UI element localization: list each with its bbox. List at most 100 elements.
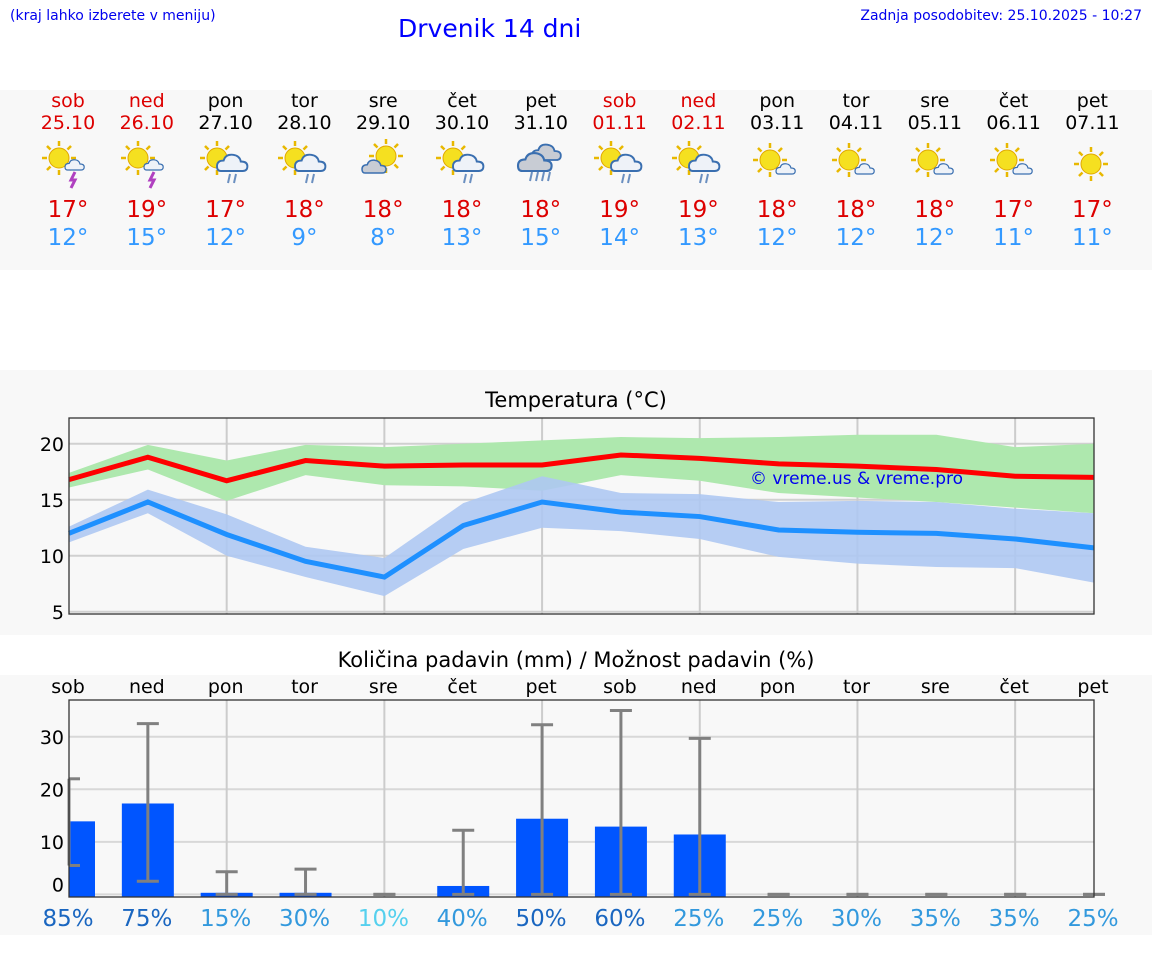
precip-probability: 40% <box>437 906 488 932</box>
temp-min: 11° <box>1072 225 1113 251</box>
y-tick-label: 0 <box>52 874 64 896</box>
day-forecast: pon 03.11 18° 12° <box>737 90 817 252</box>
day-forecast: pet 07.11 17° 11° <box>1052 90 1132 252</box>
day-date: 26.10 <box>119 112 174 134</box>
sun-cloud-rain-icon <box>264 134 344 196</box>
temp-min: 12° <box>47 225 89 251</box>
day-date: 28.10 <box>277 112 332 134</box>
x-day-label: sob <box>51 676 85 698</box>
precip-bar <box>69 821 95 897</box>
day-date: 31.10 <box>513 112 568 134</box>
precip-probability: 60% <box>594 906 645 932</box>
day-date: 27.10 <box>198 112 253 134</box>
sun-cloud-rain-icon <box>422 134 502 196</box>
plot-frame <box>68 417 1095 615</box>
y-tick-label: 5 <box>52 602 64 624</box>
temp-min: 11° <box>993 225 1034 251</box>
day-name: čet <box>447 90 477 112</box>
sun-small-cloud-icon <box>974 134 1054 196</box>
sun-small-cloud-icon <box>895 134 975 196</box>
precipitation-panel <box>0 675 1152 935</box>
precip-probability: 85% <box>42 906 93 932</box>
day-date: 25.10 <box>40 112 96 134</box>
x-day-label: sre <box>921 676 950 698</box>
sun-icon <box>1052 134 1132 196</box>
day-forecast: čet 06.11 17° 11° <box>974 90 1054 252</box>
max-range-band <box>69 434 1094 514</box>
temp-max: 17° <box>993 197 1034 223</box>
day-forecast: ned 26.10 19° 15° <box>107 90 187 252</box>
day-name: pon <box>759 90 796 112</box>
day-forecast: sob 25.10 17° 12° <box>28 90 108 252</box>
last-update: Zadnja posodobitev: 25.10.2025 - 10:27 <box>860 8 1142 24</box>
cloud-sun-icon <box>343 134 423 196</box>
precip-probability: 15% <box>200 906 251 932</box>
precip-probability: 10% <box>358 906 409 932</box>
plot-frame <box>68 699 1095 898</box>
precip-probability: 50% <box>516 906 567 932</box>
x-day-label: pon <box>208 676 244 698</box>
day-date: 07.11 <box>1065 112 1120 134</box>
x-day-label: tor <box>843 676 870 698</box>
day-date: 04.11 <box>828 112 884 134</box>
temp-max: 17° <box>1072 197 1113 223</box>
day-date: 06.11 <box>986 112 1041 134</box>
y-tick-label: 10 <box>40 832 64 854</box>
precip-probability: 25% <box>1067 906 1118 932</box>
day-forecast: čet 30.10 18° 13° <box>422 90 502 252</box>
precip-probability: 75% <box>121 906 172 932</box>
day-date: 03.11 <box>749 112 805 134</box>
precip-probability: 35% <box>910 906 961 932</box>
temp-max: 18° <box>284 197 325 223</box>
temp-min: 15° <box>126 225 168 251</box>
min-temperature-line <box>68 499 1095 580</box>
temp-min: 13° <box>678 225 719 251</box>
temp-max: 18° <box>520 197 562 223</box>
precip-probability: 25% <box>673 906 724 932</box>
day-name: pet <box>525 90 557 112</box>
temp-min: 14° <box>599 225 640 251</box>
day-forecast: sre 05.11 18° 12° <box>895 90 975 252</box>
temperature-chart: 5 10 15 20 © vreme.us & vreme.pro <box>40 417 1095 624</box>
sun-cloud-thunder-icon <box>107 134 187 196</box>
temp-max: 18° <box>914 197 956 223</box>
day-date: 05.11 <box>907 112 962 134</box>
precipitation-chart: sob ned pon tor sre čet pet sob ned pon tor sre čet p… <box>40 676 1119 932</box>
day-date: 30.10 <box>434 112 490 134</box>
temperature-chart-title: Temperatura (°C) <box>485 388 667 412</box>
y-tick-label: 20 <box>40 434 64 456</box>
temp-min: 13° <box>441 225 483 251</box>
day-forecast: ned 02.11 19° 13° <box>658 90 738 252</box>
x-day-label: pet <box>1077 676 1108 698</box>
temp-max: 18° <box>756 197 798 223</box>
sun-small-cloud-icon <box>737 134 817 196</box>
precip-probability: 35% <box>989 906 1040 932</box>
y-tick-label: 30 <box>40 727 64 749</box>
sun-cloud-rain-icon <box>658 134 738 196</box>
temp-max: 17° <box>47 197 89 223</box>
temp-max: 18° <box>835 197 877 223</box>
day-name: tor <box>290 90 318 112</box>
day-forecast: tor 28.10 18° 9° <box>264 90 344 252</box>
day-name: sob <box>51 90 85 112</box>
day-date: 02.11 <box>671 112 726 134</box>
day-name: sob <box>602 90 637 112</box>
day-date: 01.11 <box>592 112 647 134</box>
sun-cloud-rain-icon <box>580 134 660 196</box>
temp-max: 19° <box>678 197 719 223</box>
day-date: 29.10 <box>355 112 411 134</box>
x-day-label: čet <box>447 676 477 698</box>
x-day-label: pet <box>525 676 556 698</box>
y-tick-label: 10 <box>40 546 64 568</box>
y-tick-label: 15 <box>40 490 64 512</box>
day-name: tor <box>842 90 870 112</box>
heavy-rain-icon <box>501 134 581 196</box>
temp-max: 18° <box>362 197 404 223</box>
day-name: ned <box>680 90 717 112</box>
temp-max: 17° <box>205 197 246 223</box>
day-forecast: pet 31.10 18° 15° <box>501 90 581 252</box>
day-name: sre <box>920 90 950 112</box>
x-day-label: tor <box>291 676 318 698</box>
watermark: © vreme.us & vreme.pro <box>750 469 963 489</box>
temp-max: 19° <box>126 197 168 223</box>
